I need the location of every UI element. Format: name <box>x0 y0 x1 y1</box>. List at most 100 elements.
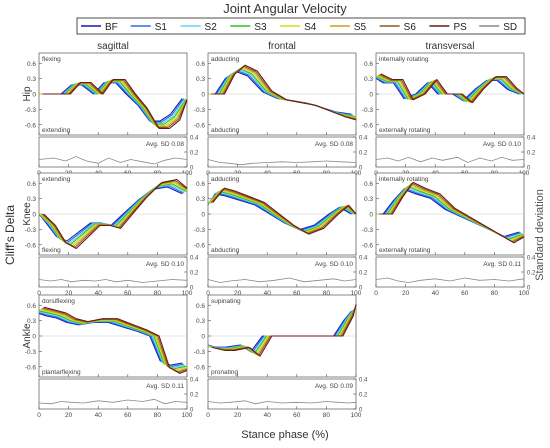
x-tick-label: 40 <box>264 412 272 419</box>
series-line-s4 <box>208 189 357 233</box>
series-line-s4 <box>39 309 188 371</box>
x-tick-label: 20 <box>234 412 242 419</box>
bottom-descriptor: extending <box>42 127 71 134</box>
sd-frame <box>375 136 525 168</box>
panel-knee-transversal: 0.6 0.3 0 -0.3 -0.6 internally rotating extern… <box>362 172 536 297</box>
legend-label-s6: S6 <box>404 22 417 33</box>
delta-tick-label: -0.3 <box>194 107 206 114</box>
x-tick-label: 40 <box>264 290 272 297</box>
x-tick-label: 100 <box>351 290 362 297</box>
x-tick-label: 20 <box>402 290 410 297</box>
delta-tick-label: 0 <box>32 92 36 99</box>
x-tick-label: 0 <box>37 412 41 419</box>
x-tick-label: 80 <box>323 412 331 419</box>
sd-line <box>207 277 357 283</box>
sd-tick-label: 0.2 <box>527 151 536 157</box>
sd-line <box>207 159 357 166</box>
series-line-s2 <box>207 191 355 232</box>
delta-tick-label: -0.6 <box>25 242 37 249</box>
delta-tick-label: 0.6 <box>27 303 36 310</box>
bottom-descriptor: pronating <box>211 369 238 376</box>
column-title-frontal: frontal <box>268 41 296 52</box>
bottom-descriptor: flexing <box>42 247 61 254</box>
series-line-s3 <box>207 190 356 233</box>
sd-tick-label: 0.2 <box>359 271 368 277</box>
delta-tick-label: -0.3 <box>194 227 206 234</box>
panel-ankle-frontal: 0.6 0.3 0 -0.3 -0.6 supinating pronating Avg. S… <box>194 294 368 419</box>
legend-label-bf: BF <box>105 22 118 33</box>
sd-tick-label: 0.2 <box>190 393 199 399</box>
sd-line <box>38 398 188 405</box>
series-line-ps <box>212 64 357 121</box>
delta-tick-label: 0.3 <box>27 196 36 203</box>
bottom-descriptor: plantarflexing <box>42 369 81 376</box>
delta-tick-label: -0.6 <box>362 122 374 129</box>
legend-label-s2: S2 <box>205 22 218 33</box>
delta-tick-label: 0 <box>201 334 205 341</box>
x-tick-label: 100 <box>182 290 193 297</box>
panel-knee-frontal: 0.6 0.3 0 -0.3 -0.6 adducting abducting Avg. SD… <box>194 172 368 297</box>
x-tick-label: 80 <box>323 290 331 297</box>
bottom-descriptor: externally rotating <box>379 247 431 254</box>
x-tick-label: 100 <box>519 290 530 297</box>
delta-tick-label: 0.3 <box>27 318 36 325</box>
series-line-ps <box>43 79 188 130</box>
x-tick-label: 0 <box>37 290 41 297</box>
top-descriptor: internally rotating <box>379 176 429 183</box>
panel-grid: 0.6 0.3 0 -0.3 -0.6 flexing extending Avg. SD 0… <box>25 52 536 419</box>
delta-tick-label: -0.3 <box>25 107 37 114</box>
delta-tick-label: 0.6 <box>364 181 373 188</box>
x-tick-label: 100 <box>351 412 362 419</box>
x-tick-label: 20 <box>65 412 73 419</box>
sd-tick-label: 0.4 <box>359 378 368 384</box>
delta-tick-label: -0.3 <box>194 349 206 356</box>
sd-tick-label: 0.2 <box>527 271 536 277</box>
sd-tick-label: 0 <box>190 408 194 414</box>
legend-label-sd: SD <box>503 22 517 33</box>
x-tick-label: 40 <box>95 290 103 297</box>
sd-line <box>207 400 357 405</box>
top-descriptor: adducting <box>211 56 240 63</box>
delta-tick-label: -0.6 <box>362 242 374 249</box>
sd-tick-label: 0 <box>527 166 531 172</box>
x-tick-label: 80 <box>154 412 162 419</box>
row-title-hip: Hip <box>22 86 33 101</box>
series-line-s1 <box>38 312 184 367</box>
series-line-ps <box>380 73 525 104</box>
delta-tick-label: 0.6 <box>196 303 205 310</box>
panel-hip-frontal: 0.6 0.3 0 -0.3 -0.6 adducting abducting Avg. SD… <box>194 52 368 177</box>
delta-tick-label: -0.3 <box>25 349 37 356</box>
delta-tick-label: 0.3 <box>196 76 205 83</box>
avg-sd-label: Avg. SD 0.10 <box>146 261 185 268</box>
x-tick-label: 60 <box>461 290 469 297</box>
panel-knee-sagittal: 0.6 0.3 0 -0.3 -0.6 extending flexing Avg. SD 0… <box>25 172 199 297</box>
delta-tick-label: -0.3 <box>362 107 374 114</box>
x-axis-title: Stance phase (%) <box>241 429 328 441</box>
sd-tick-label: 0.4 <box>527 256 536 262</box>
delta-tick-label: 0.6 <box>196 61 205 68</box>
x-tick-label: 60 <box>124 290 132 297</box>
x-tick-label: 60 <box>293 290 301 297</box>
avg-sd-label: Avg. SD 0.11 <box>146 383 184 390</box>
top-descriptor: adducting <box>211 176 240 183</box>
delta-tick-label: 0 <box>32 334 36 341</box>
bottom-descriptor: abducting <box>211 247 240 254</box>
delta-tick-label: 0.3 <box>364 196 373 203</box>
sd-tick-label: 0.2 <box>359 393 368 399</box>
x-tick-label: 20 <box>65 290 73 297</box>
top-descriptor: flexing <box>42 56 61 63</box>
delta-tick-label: 0.3 <box>196 318 205 325</box>
sd-tick-label: 0 <box>190 286 194 292</box>
panel-hip-transversal: 0.6 0.3 0 -0.3 -0.6 internally rotating extern… <box>362 52 536 177</box>
x-tick-label: 80 <box>154 290 162 297</box>
series-line-s6 <box>210 188 357 235</box>
left-axis-title: Cliff's Delta <box>3 205 17 265</box>
sd-tick-label: 0.4 <box>190 256 199 262</box>
legend-box <box>76 17 526 35</box>
sd-tick-label: 0 <box>359 166 363 172</box>
sd-line <box>375 156 525 163</box>
panel-hip-sagittal: 0.6 0.3 0 -0.3 -0.6 flexing extending Avg. SD 0… <box>25 52 199 177</box>
avg-sd-label: Avg. SD 0.11 <box>483 261 521 268</box>
